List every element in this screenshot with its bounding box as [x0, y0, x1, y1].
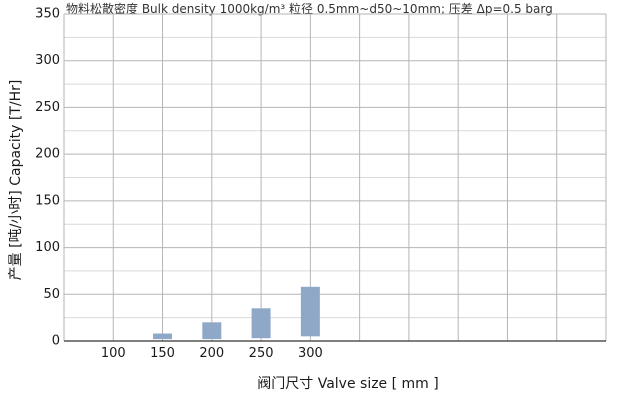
bar-150: [153, 333, 173, 340]
bar-300: [300, 286, 320, 337]
y-tick-label: 250: [35, 100, 60, 115]
x-axis-title: 阀门尺寸 Valve size [ mm ]: [257, 376, 438, 392]
y-tick-label: 150: [35, 193, 60, 208]
x-tick-label: 250: [249, 346, 274, 361]
y-tick-label: 200: [35, 147, 60, 162]
bar-series: [153, 286, 320, 340]
x-tick-label: 150: [150, 346, 175, 361]
y-tick-label: 350: [35, 7, 60, 22]
x-tick-labels: 100 150 200 250 300: [101, 346, 323, 361]
chart-subtitle: 物料松散密度 Bulk density 1000kg/m³ 粒径 0.5mm~d…: [66, 1, 553, 16]
y-tick-labels: 0 50 100 150 200 250 300 350: [35, 7, 60, 349]
y-tick-label: 50: [43, 287, 60, 302]
y-axis-title: 产量 [吨/小时] Capacity [T/Hr]: [8, 80, 24, 281]
x-tick-label: 100: [101, 346, 126, 361]
y-tick-label: 100: [35, 240, 60, 255]
x-tick-label: 200: [199, 346, 224, 361]
y-tick-label: 0: [52, 334, 60, 349]
bar-250: [251, 308, 271, 339]
bar-200: [202, 322, 222, 340]
grid-lines: [63, 13, 607, 342]
x-tick-label: 300: [298, 346, 323, 361]
y-tick-label: 300: [35, 53, 60, 68]
